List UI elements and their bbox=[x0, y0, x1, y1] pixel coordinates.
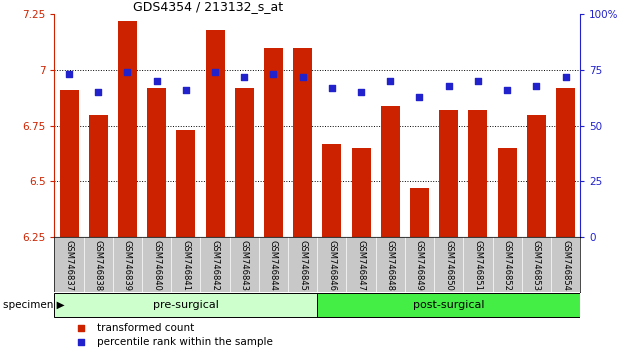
Bar bbox=[317, 293, 580, 317]
Text: pre-surgical: pre-surgical bbox=[153, 300, 219, 310]
Bar bbox=[322, 143, 342, 237]
Text: GSM746854: GSM746854 bbox=[561, 240, 570, 291]
Text: GSM746847: GSM746847 bbox=[356, 240, 365, 291]
Point bbox=[122, 69, 133, 75]
Bar bbox=[264, 48, 283, 237]
Text: GSM746845: GSM746845 bbox=[298, 240, 307, 291]
Text: GSM746837: GSM746837 bbox=[65, 240, 74, 291]
Text: GSM746839: GSM746839 bbox=[123, 240, 132, 291]
Text: GSM746844: GSM746844 bbox=[269, 240, 278, 291]
Text: GSM746846: GSM746846 bbox=[328, 240, 337, 291]
Text: GSM746852: GSM746852 bbox=[503, 240, 512, 291]
Point bbox=[76, 325, 86, 330]
Bar bbox=[381, 105, 400, 237]
Text: GSM746849: GSM746849 bbox=[415, 240, 424, 291]
Bar bbox=[176, 130, 196, 237]
Point bbox=[531, 83, 542, 88]
Text: GSM746842: GSM746842 bbox=[211, 240, 220, 291]
Bar bbox=[293, 48, 312, 237]
Bar bbox=[352, 148, 370, 237]
Bar bbox=[410, 188, 429, 237]
Bar bbox=[497, 148, 517, 237]
Bar bbox=[118, 21, 137, 237]
Text: GDS4354 / 213132_s_at: GDS4354 / 213132_s_at bbox=[133, 0, 283, 13]
Text: post-surgical: post-surgical bbox=[413, 300, 485, 310]
Text: GSM746843: GSM746843 bbox=[240, 240, 249, 291]
Text: GSM746838: GSM746838 bbox=[94, 240, 103, 291]
Text: GSM746841: GSM746841 bbox=[181, 240, 190, 291]
Point bbox=[76, 340, 86, 346]
Bar bbox=[469, 110, 487, 237]
Text: GSM746850: GSM746850 bbox=[444, 240, 453, 291]
Point bbox=[297, 74, 308, 79]
Bar bbox=[89, 115, 108, 237]
Text: GSM746853: GSM746853 bbox=[532, 240, 541, 291]
Point bbox=[444, 83, 454, 88]
Point bbox=[385, 78, 395, 84]
Bar bbox=[54, 293, 317, 317]
Text: GSM746848: GSM746848 bbox=[386, 240, 395, 291]
Point bbox=[93, 90, 103, 95]
Point bbox=[151, 78, 162, 84]
Point bbox=[502, 87, 512, 93]
Point bbox=[327, 85, 337, 91]
Point bbox=[414, 94, 424, 99]
Point bbox=[356, 90, 366, 95]
Bar bbox=[439, 110, 458, 237]
Bar bbox=[206, 30, 224, 237]
Bar bbox=[147, 88, 166, 237]
Bar bbox=[527, 115, 545, 237]
Bar bbox=[235, 88, 254, 237]
Text: transformed count: transformed count bbox=[97, 322, 194, 332]
Bar bbox=[60, 90, 79, 237]
Point bbox=[560, 74, 570, 79]
Point bbox=[64, 72, 74, 77]
Text: GSM746840: GSM746840 bbox=[152, 240, 161, 291]
Point bbox=[181, 87, 191, 93]
Text: specimen ▶: specimen ▶ bbox=[3, 300, 65, 310]
Point bbox=[269, 72, 279, 77]
Text: GSM746851: GSM746851 bbox=[474, 240, 483, 291]
Point bbox=[210, 69, 221, 75]
Point bbox=[473, 78, 483, 84]
Bar bbox=[556, 88, 575, 237]
Text: percentile rank within the sample: percentile rank within the sample bbox=[97, 337, 272, 348]
Point bbox=[239, 74, 249, 79]
